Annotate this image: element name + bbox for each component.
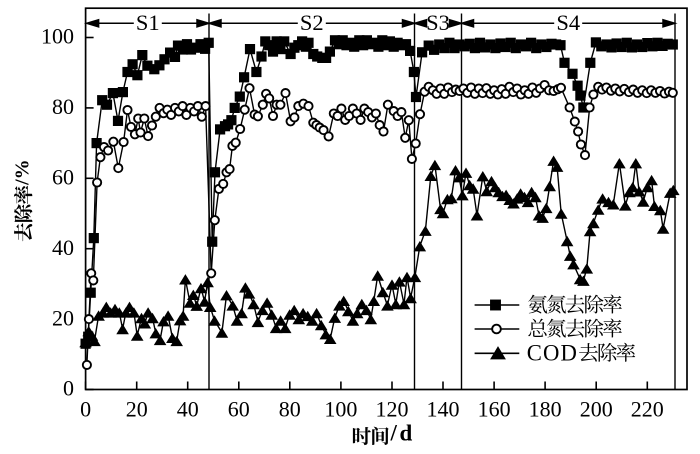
svg-text:40: 40 [52,235,74,260]
svg-text:160: 160 [478,397,511,422]
svg-text:80: 80 [52,94,74,119]
svg-text:S2: S2 [300,10,324,35]
svg-text:80: 80 [279,397,301,422]
svg-text:S1: S1 [136,10,160,35]
svg-text:20: 20 [126,397,148,422]
svg-text:60: 60 [228,397,250,422]
svg-text:100: 100 [41,24,74,49]
svg-text:140: 140 [427,397,460,422]
svg-text:20: 20 [52,305,74,330]
svg-text:/d: /d [390,421,415,446]
svg-text:S4: S4 [556,10,580,35]
svg-text:100: 100 [324,397,357,422]
svg-text:200: 200 [580,397,613,422]
svg-text:120: 120 [376,397,409,422]
svg-text:180: 180 [529,397,562,422]
svg-text:S3: S3 [426,10,450,35]
svg-text:60: 60 [52,165,74,190]
svg-text:0: 0 [80,397,91,422]
svg-text:COD: COD [527,341,578,366]
svg-text:0: 0 [63,376,74,401]
svg-text:/%: /% [11,159,33,186]
svg-text:220: 220 [631,397,664,422]
svg-text:40: 40 [177,397,199,422]
